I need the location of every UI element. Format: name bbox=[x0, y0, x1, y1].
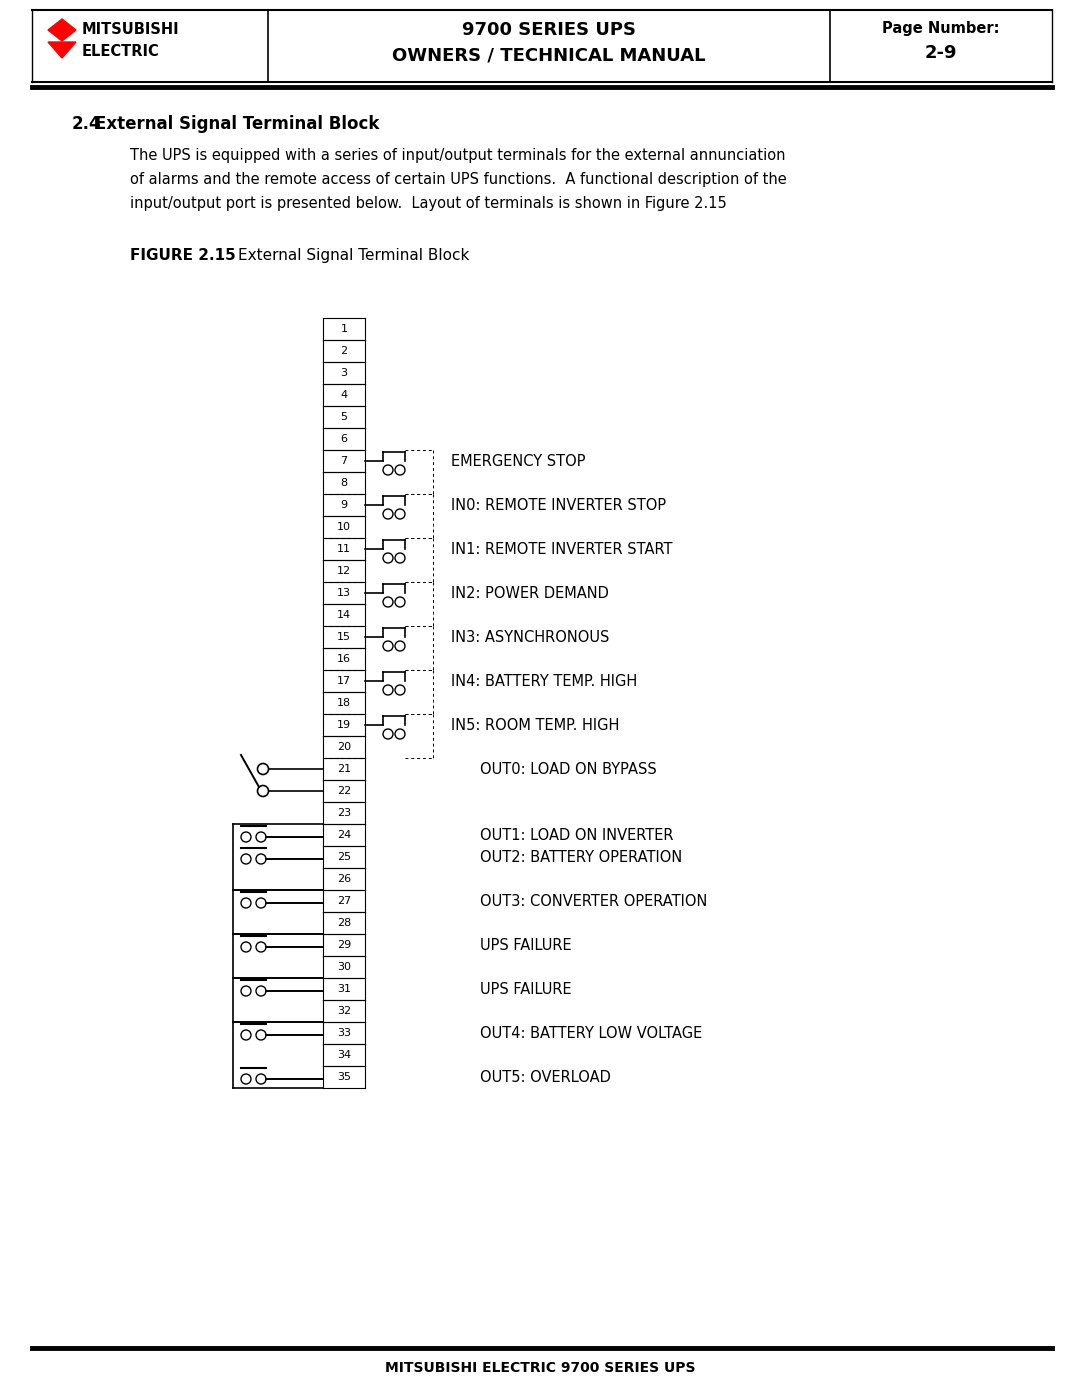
Text: OWNERS / TECHNICAL MANUAL: OWNERS / TECHNICAL MANUAL bbox=[392, 46, 705, 64]
Text: MITSUBISHI: MITSUBISHI bbox=[82, 22, 179, 38]
Text: 29: 29 bbox=[337, 940, 351, 950]
Text: External Signal Terminal Block: External Signal Terminal Block bbox=[95, 115, 379, 133]
Text: 19: 19 bbox=[337, 719, 351, 731]
Text: 25: 25 bbox=[337, 852, 351, 862]
Text: EMERGENCY STOP: EMERGENCY STOP bbox=[451, 454, 585, 468]
Text: OUT4: BATTERY LOW VOLTAGE: OUT4: BATTERY LOW VOLTAGE bbox=[480, 1025, 702, 1041]
Text: OUT0: LOAD ON BYPASS: OUT0: LOAD ON BYPASS bbox=[480, 761, 657, 777]
Text: IN4: BATTERY TEMP. HIGH: IN4: BATTERY TEMP. HIGH bbox=[451, 673, 637, 689]
Text: 7: 7 bbox=[340, 455, 348, 467]
Text: 21: 21 bbox=[337, 764, 351, 774]
Polygon shape bbox=[48, 20, 76, 41]
Text: 8: 8 bbox=[340, 478, 348, 488]
Text: 28: 28 bbox=[337, 918, 351, 928]
Text: 20: 20 bbox=[337, 742, 351, 752]
Text: of alarms and the remote access of certain UPS functions.  A functional descript: of alarms and the remote access of certa… bbox=[130, 172, 786, 187]
Text: 35: 35 bbox=[337, 1071, 351, 1083]
Text: 10: 10 bbox=[337, 522, 351, 532]
Text: OUT5: OVERLOAD: OUT5: OVERLOAD bbox=[480, 1070, 611, 1084]
Text: 12: 12 bbox=[337, 566, 351, 576]
Text: IN1: REMOTE INVERTER START: IN1: REMOTE INVERTER START bbox=[451, 542, 673, 556]
Text: 31: 31 bbox=[337, 983, 351, 995]
Text: OUT1: LOAD ON INVERTER: OUT1: LOAD ON INVERTER bbox=[480, 827, 674, 842]
Text: Page Number:: Page Number: bbox=[882, 21, 1000, 35]
Text: 17: 17 bbox=[337, 676, 351, 686]
Text: 5: 5 bbox=[340, 412, 348, 422]
Text: IN2: POWER DEMAND: IN2: POWER DEMAND bbox=[451, 585, 609, 601]
Text: 2: 2 bbox=[340, 346, 348, 356]
Text: 22: 22 bbox=[337, 787, 351, 796]
Text: input/output port is presented below.  Layout of terminals is shown in Figure 2.: input/output port is presented below. La… bbox=[130, 196, 727, 211]
Text: MITSUBISHI ELECTRIC 9700 SERIES UPS: MITSUBISHI ELECTRIC 9700 SERIES UPS bbox=[384, 1361, 696, 1375]
Text: 32: 32 bbox=[337, 1006, 351, 1016]
Text: ELECTRIC: ELECTRIC bbox=[82, 45, 160, 60]
Text: 11: 11 bbox=[337, 543, 351, 555]
Text: FIGURE 2.15: FIGURE 2.15 bbox=[130, 249, 235, 263]
Text: IN0: REMOTE INVERTER STOP: IN0: REMOTE INVERTER STOP bbox=[451, 497, 666, 513]
Text: 13: 13 bbox=[337, 588, 351, 598]
Text: 9700 SERIES UPS: 9700 SERIES UPS bbox=[462, 21, 636, 39]
Text: 2-9: 2-9 bbox=[924, 43, 957, 61]
Text: 14: 14 bbox=[337, 610, 351, 620]
Text: 4: 4 bbox=[340, 390, 348, 400]
Text: IN3: ASYNCHRONOUS: IN3: ASYNCHRONOUS bbox=[451, 630, 609, 644]
Text: 30: 30 bbox=[337, 963, 351, 972]
Text: 16: 16 bbox=[337, 654, 351, 664]
Text: OUT3: CONVERTER OPERATION: OUT3: CONVERTER OPERATION bbox=[480, 894, 707, 908]
Text: 1: 1 bbox=[340, 324, 348, 334]
Text: 18: 18 bbox=[337, 698, 351, 708]
Polygon shape bbox=[48, 42, 76, 59]
Text: 24: 24 bbox=[337, 830, 351, 840]
Text: 26: 26 bbox=[337, 875, 351, 884]
Text: 27: 27 bbox=[337, 895, 351, 907]
Text: 15: 15 bbox=[337, 631, 351, 643]
Text: The UPS is equipped with a series of input/output terminals for the external ann: The UPS is equipped with a series of inp… bbox=[130, 148, 785, 163]
Text: UPS FAILURE: UPS FAILURE bbox=[480, 937, 571, 953]
Text: IN5: ROOM TEMP. HIGH: IN5: ROOM TEMP. HIGH bbox=[451, 718, 619, 732]
Text: UPS FAILURE: UPS FAILURE bbox=[480, 982, 571, 996]
Text: 2.4: 2.4 bbox=[72, 115, 102, 133]
Text: 9: 9 bbox=[340, 500, 348, 510]
Text: 34: 34 bbox=[337, 1051, 351, 1060]
Text: 23: 23 bbox=[337, 807, 351, 819]
Text: 33: 33 bbox=[337, 1028, 351, 1038]
Text: OUT2: BATTERY OPERATION: OUT2: BATTERY OPERATION bbox=[480, 849, 683, 865]
Text: 3: 3 bbox=[340, 367, 348, 379]
Text: 6: 6 bbox=[340, 434, 348, 444]
Text: External Signal Terminal Block: External Signal Terminal Block bbox=[238, 249, 470, 263]
